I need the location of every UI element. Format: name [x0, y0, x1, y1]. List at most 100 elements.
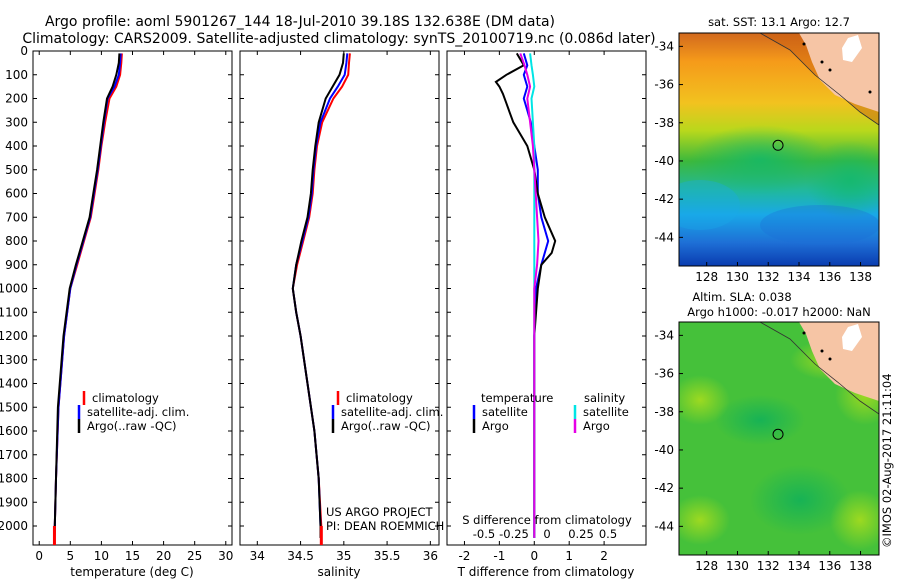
salinity-axis-ticks: 34 34.5 35 35.5 36 [250, 51, 438, 563]
sst-map: sat. SST: 13.1 Argo: 12.7 128 130 132 134 13… [654, 15, 880, 284]
lon-tick-label: 134 [788, 559, 811, 573]
depth-tick-label: 1600 [0, 424, 28, 438]
difference-plot-frame [446, 50, 647, 546]
sla-map-title-line1: Altim. SLA: 0.038 [692, 290, 791, 304]
lat-tick-label: -44 [654, 230, 674, 244]
x-tick-label: 5 [66, 549, 74, 563]
salinity-series [291, 53, 351, 545]
depth-tick-label: 900 [5, 258, 28, 272]
s-diff-tick: -0.5 [473, 527, 495, 541]
sla-map: Altim. SLA: 0.038 Argo h1000: -0.017 h20… [654, 290, 880, 573]
s-difference-axis-label: S difference from climatology [462, 513, 632, 527]
lat-tick-label: -42 [654, 481, 674, 495]
imos-timestamp: ©IMOS 02-Aug-2017 21:11:04 [880, 373, 894, 548]
gulf-water [842, 35, 862, 62]
temperature-axis-ticks: 0 5 10 15 20 25 30 [35, 51, 233, 563]
sst-map-axes: 128 130 132 134 136 138 -34 -36 -38 -40 -42 -44 [654, 39, 872, 284]
x-tick-label: 35.5 [374, 549, 401, 563]
depth-tick-label: 1900 [0, 495, 28, 509]
x-tick-label: 34 [250, 549, 265, 563]
temperature-axis-label: temperature (deg C) [70, 565, 193, 579]
sst-map-frame [678, 32, 880, 267]
salinity-panel: 34 34.5 35 35.5 36 salinity climatology sate… [239, 50, 444, 579]
salinity-axis-label: salinity [317, 565, 360, 579]
salinity-plot-frame [239, 50, 440, 546]
lon-tick-label: 130 [726, 559, 749, 573]
legend-salinity-title: salinity [584, 391, 625, 405]
lat-tick-label: -40 [654, 443, 674, 457]
sst-heatmap-field [679, 33, 879, 266]
lat-tick-label: -34 [654, 328, 674, 342]
sla-map-frame [678, 321, 880, 556]
depth-tick-label: 1800 [0, 472, 28, 486]
lon-tick-label: 128 [695, 270, 718, 284]
legend-argo-label: Argo(..raw -QC) [87, 419, 177, 433]
legend-satellite-label: satellite-adj. clim. [341, 405, 443, 419]
depth-tick-label: 1500 [0, 400, 28, 414]
depth-tick-label: 100 [5, 68, 28, 82]
temperature-series [52, 53, 123, 545]
x-tick-label: 2 [600, 549, 608, 563]
x-tick-label: 34.5 [287, 549, 314, 563]
lon-tick-label: 138 [849, 270, 872, 284]
legend-t-argo-label: Argo [482, 419, 509, 433]
shelf-contour [759, 33, 879, 126]
difference-series [494, 52, 557, 538]
x-tick-label: -1 [493, 549, 505, 563]
x-tick-label: 35 [336, 549, 351, 563]
x-tick-label: 30 [218, 549, 233, 563]
legend-climatology-label: climatology [92, 391, 159, 405]
s-difference-axis-ticks: -0.5 -0.25 0 0.25 0.5 [473, 527, 617, 541]
difference-depth-ticks [447, 50, 646, 527]
x-tick-label: 0 [530, 549, 538, 563]
lon-tick-label: 130 [726, 270, 749, 284]
depth-tick-label: 1000 [0, 282, 28, 296]
legend-climatology-label: climatology [346, 391, 413, 405]
legend-satellite-label: satellite-adj. clim. [87, 405, 189, 419]
legend-s-argo-label: Argo [583, 419, 610, 433]
s-diff-tick: 0 [543, 527, 550, 541]
lat-tick-label: -36 [654, 367, 674, 381]
project-name: US ARGO PROJECT [326, 505, 434, 519]
x-tick-label: 25 [187, 549, 202, 563]
legend-s-satellite-label: satellite [583, 405, 629, 419]
depth-tick-label: 300 [5, 115, 28, 129]
sla-map-title-line2: Argo h1000: -0.017 h2000: NaN [687, 305, 871, 319]
lon-tick-label: 132 [757, 270, 780, 284]
x-tick-label: -2 [458, 549, 470, 563]
lon-tick-label: 138 [849, 559, 872, 573]
principal-investigator: PI: DEAN ROEMMICH [326, 519, 444, 533]
depth-tick-label: 2000 [0, 519, 28, 533]
shelf-contour [759, 322, 879, 415]
x-tick-label: 1 [565, 549, 573, 563]
depth-tick-label: 200 [5, 92, 28, 106]
lat-tick-label: -36 [654, 78, 674, 92]
float-position-marker [772, 139, 784, 151]
sla-map-axes: 128 130 132 134 136 138 -34 -36 -38 -40 -42 -44 [654, 328, 872, 573]
lat-tick-label: -44 [654, 519, 674, 533]
lon-tick-label: 128 [695, 559, 718, 573]
figure-title-line2: Climatology: CARS2009. Satellite-adjuste… [22, 31, 655, 47]
depth-tick-label: 700 [5, 210, 28, 224]
temperature-legend: climatology satellite-adj. clim. Argo(..… [77, 391, 189, 433]
lon-tick-label: 136 [818, 270, 841, 284]
sla-heatmap-field [679, 322, 879, 555]
lon-tick-label: 134 [788, 270, 811, 284]
x-tick-label: 10 [94, 549, 109, 563]
sst-map-title: sat. SST: 13.1 Argo: 12.7 [708, 15, 850, 29]
lat-tick-label: -34 [654, 39, 674, 53]
salinity-depth-ticks [240, 50, 439, 527]
series-line-salinity_argo [519, 53, 540, 538]
s-diff-tick: 0.5 [599, 527, 617, 541]
depth-tick-label: 1200 [0, 329, 28, 343]
depth-tick-label: 1700 [0, 448, 28, 462]
legend-argo-label: Argo(..raw -QC) [341, 419, 431, 433]
lat-tick-label: -38 [654, 116, 674, 130]
coastline-land [799, 322, 879, 401]
difference-legend: temperature salinity satellite Argo sate… [472, 391, 629, 433]
lat-tick-label: -40 [654, 154, 674, 168]
depth-tick-label: 1100 [0, 305, 28, 319]
depth-tick-label: 800 [5, 234, 28, 248]
x-tick-label: 15 [125, 549, 140, 563]
